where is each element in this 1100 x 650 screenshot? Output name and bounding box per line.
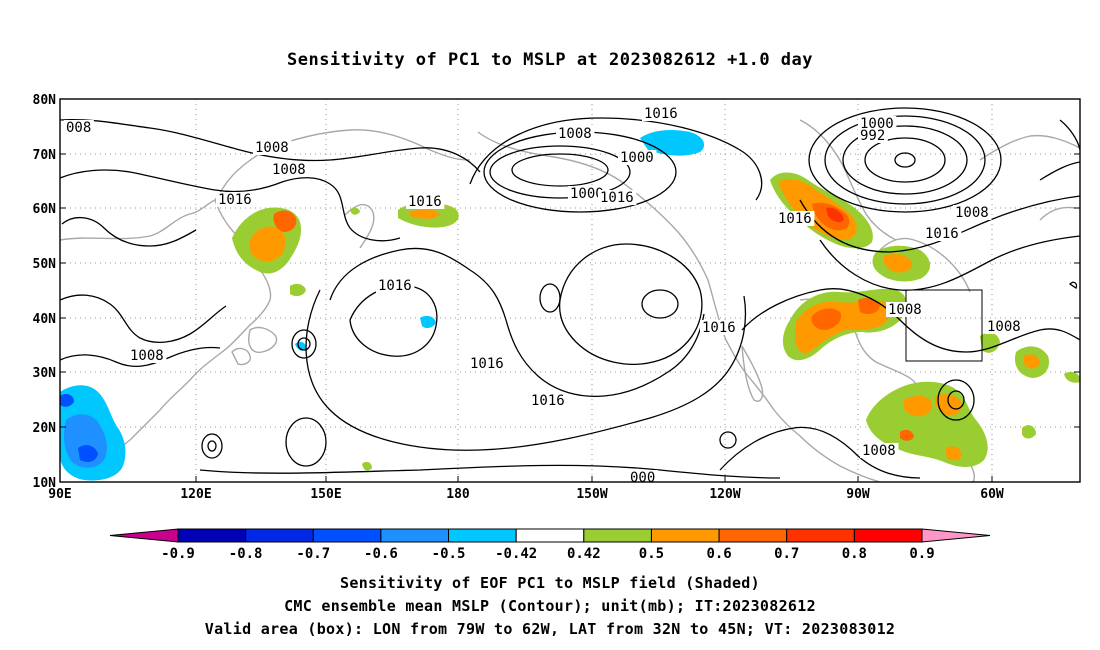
longitude-label: 150E — [310, 487, 341, 502]
colorbar-high-extend — [921, 528, 991, 543]
colorbar-label: 0.9 — [909, 546, 934, 562]
latitude-label: 70N — [33, 148, 57, 163]
axis-ticks — [59, 98, 1080, 483]
longitude-label: 120E — [180, 487, 211, 502]
mslp-contours — [60, 107, 1080, 479]
colorbar-low-extend — [109, 528, 179, 543]
contour-label: 000 — [630, 470, 655, 486]
colorbar-label: 0.6 — [706, 546, 731, 562]
latitude-label: 40N — [33, 312, 57, 327]
contour-label: 1016 — [470, 356, 504, 372]
chart-title: Sensitivity of PC1 to MSLP at 2023082612… — [286, 50, 813, 70]
latitude-label: 30N — [33, 366, 57, 381]
latitude-label: 80N — [33, 93, 57, 108]
latitude-label: 20N — [33, 421, 57, 436]
contour-label: 1016 — [408, 194, 442, 210]
colorbar-segment — [718, 528, 788, 543]
contour-label: 008 — [66, 120, 91, 136]
contour-label: 992 — [860, 128, 885, 144]
longitude-label: 120W — [709, 487, 740, 502]
longitude-label: 90W — [846, 487, 870, 502]
contour-label: 1016 — [778, 211, 812, 227]
colorbar-segment — [245, 528, 314, 543]
contour-label: 1016 — [378, 278, 412, 294]
colorbar-label: -0.6 — [364, 546, 398, 562]
map-frame — [59, 98, 1081, 483]
contour-label: 1008 — [130, 348, 164, 364]
colorbar — [109, 528, 991, 543]
latitude-label: 10N — [33, 476, 57, 491]
footer-valid-area: Valid area (box): LON from 79W to 62W, L… — [204, 620, 896, 638]
contour-label: 1016 — [702, 320, 736, 336]
colorbar-segment — [312, 528, 382, 543]
footer-shading-description: Sensitivity of EOF PC1 to MSLP field (Sh… — [340, 574, 760, 592]
contour-label: 1008 — [558, 126, 592, 142]
contour-label: 1016 — [644, 106, 678, 122]
contour-label: 1016 — [531, 393, 565, 409]
contour-labels: 0081008100810161008101610081000100010161… — [64, 106, 1024, 486]
colorbar-label: -0.9 — [161, 546, 195, 562]
colorbar-segment — [448, 528, 517, 543]
colorbar-label: 0.5 — [639, 546, 664, 562]
contour-label: 1000 — [570, 186, 604, 202]
colorbar-label: -0.7 — [296, 546, 330, 562]
longitude-label: 90E — [48, 487, 71, 502]
colorbar-label: -0.8 — [229, 546, 263, 562]
contour-label: 1016 — [925, 226, 959, 242]
contour-label: 1016 — [600, 190, 634, 206]
colorbar-segment — [515, 528, 585, 543]
shaded-sensitivity — [60, 130, 1080, 481]
contour-label: 1008 — [987, 319, 1021, 335]
latitude-label: 60N — [33, 202, 57, 217]
contour-label: 1008 — [272, 162, 306, 178]
contour-label: 1016 — [218, 192, 252, 208]
contour-label: 1008 — [955, 205, 989, 221]
colorbar-segment — [853, 528, 923, 543]
colorbar-labels: -0.9 -0.8 -0.7 -0.6 -0.5 -0.42 0.42 0.5 0.6 0.7 0.… — [161, 546, 935, 562]
contour-label: 1008 — [255, 140, 289, 156]
colorbar-segment — [786, 528, 855, 543]
valid-area-box — [905, 289, 983, 362]
colorbar-segment — [177, 528, 247, 543]
colorbar-segment — [380, 528, 450, 543]
colorbar-label: -0.5 — [432, 546, 466, 562]
contour-label: 1008 — [888, 302, 922, 318]
colorbar-segment — [583, 528, 652, 543]
latitude-label: 50N — [33, 257, 57, 272]
map-figure: 0081008100810161008101610081000100010161… — [33, 93, 1081, 562]
colorbar-label: 0.8 — [842, 546, 867, 562]
colorbar-label: 0.7 — [774, 546, 799, 562]
colorbar-segment — [650, 528, 720, 543]
longitude-label: 60W — [980, 487, 1004, 502]
longitude-label: 150W — [576, 487, 607, 502]
colorbar-label: -0.42 — [495, 546, 537, 562]
footer-contour-description: CMC ensemble mean MSLP (Contour); unit(m… — [284, 597, 816, 615]
longitude-label: 180 — [446, 487, 470, 502]
longitude-labels: 90E 120E 150E 180 150W 120W 90W 60W — [48, 487, 1004, 502]
colorbar-label: 0.42 — [567, 546, 601, 562]
contour-label: 1008 — [862, 443, 896, 459]
contour-label: 1000 — [620, 150, 654, 166]
latitude-labels: 80N 70N 60N 50N 40N 30N 20N 10N — [33, 93, 57, 491]
